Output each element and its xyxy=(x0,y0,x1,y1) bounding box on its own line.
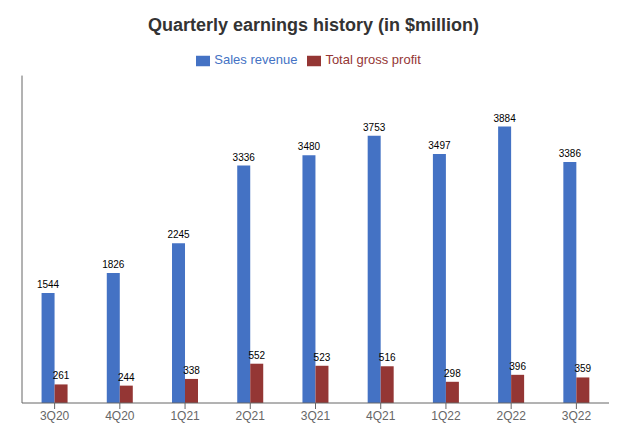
svg-text:3Q20: 3Q20 xyxy=(40,409,70,423)
svg-text:2245: 2245 xyxy=(167,229,190,240)
svg-text:359: 359 xyxy=(575,363,592,374)
html-text:Total gross profit: Total gross profit xyxy=(325,52,421,67)
svg-text:3Q22: 3Q22 xyxy=(562,409,592,423)
html-text:Quarterly earnings history (in: Quarterly earnings history (in $million) xyxy=(148,15,479,35)
html-text:Sales revenue: Sales revenue xyxy=(214,52,298,67)
svg-text:3480: 3480 xyxy=(298,141,321,152)
svg-text:1544: 1544 xyxy=(37,279,60,290)
svg-text:396: 396 xyxy=(509,361,526,372)
svg-text:3Q21: 3Q21 xyxy=(301,409,331,423)
svg-text:3497: 3497 xyxy=(428,140,451,151)
svg-text:1Q22: 1Q22 xyxy=(431,409,461,423)
svg-text:516: 516 xyxy=(379,352,396,363)
svg-text:338: 338 xyxy=(183,365,200,376)
svg-text:1Q21: 1Q21 xyxy=(170,409,200,423)
svg-text:1826: 1826 xyxy=(102,259,125,270)
svg-text:2Q22: 2Q22 xyxy=(496,409,526,423)
svg-text:3753: 3753 xyxy=(363,122,386,133)
svg-text:2Q21: 2Q21 xyxy=(236,409,266,423)
svg-text:3336: 3336 xyxy=(233,152,256,163)
svg-text:523: 523 xyxy=(314,352,331,363)
svg-text:244: 244 xyxy=(118,372,135,383)
svg-text:261: 261 xyxy=(53,370,70,381)
svg-text:4Q21: 4Q21 xyxy=(366,409,396,423)
svg-text:3386: 3386 xyxy=(559,148,582,159)
svg-text:552: 552 xyxy=(248,350,265,361)
svg-text:298: 298 xyxy=(444,368,461,379)
svg-text:3884: 3884 xyxy=(493,113,516,124)
svg-text:4Q20: 4Q20 xyxy=(105,409,135,423)
